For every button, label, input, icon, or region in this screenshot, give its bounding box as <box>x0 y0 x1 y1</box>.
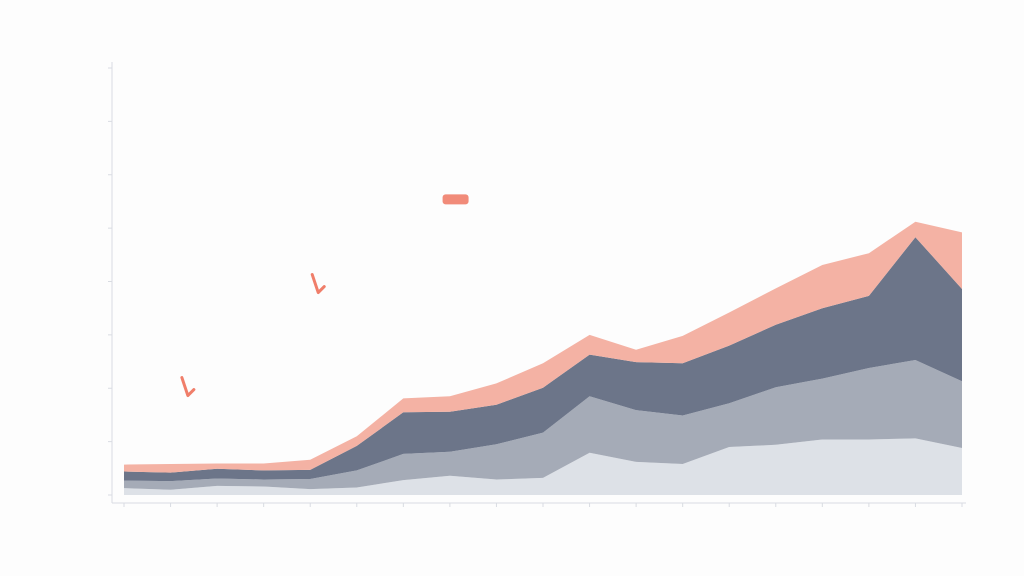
annotation-marker <box>310 273 326 295</box>
area-series-3 <box>124 237 962 482</box>
annotation-2 <box>310 273 326 295</box>
axes <box>108 62 966 507</box>
area-series-2 <box>124 360 962 490</box>
annotation-marker <box>442 194 469 205</box>
annotation-1 <box>180 376 196 398</box>
annotations <box>180 194 469 398</box>
area-series-1 <box>124 438 962 495</box>
annotation-3 <box>442 194 469 205</box>
annotation-marker <box>180 376 196 398</box>
area-layers <box>124 221 962 495</box>
